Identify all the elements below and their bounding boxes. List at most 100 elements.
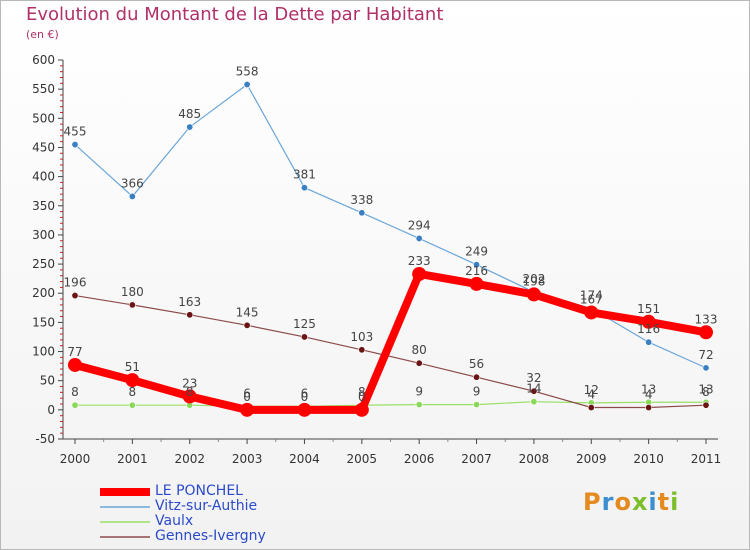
legend-swatch xyxy=(100,535,150,538)
y-tick-label: -50 xyxy=(35,432,55,446)
logo-letter: o xyxy=(614,488,632,516)
data-label: 216 xyxy=(465,264,488,278)
data-label: 0 xyxy=(358,390,366,404)
data-label: 163 xyxy=(178,295,201,309)
data-label: 13 xyxy=(641,382,656,396)
legend-swatch xyxy=(100,505,150,508)
data-label: 8 xyxy=(186,385,194,399)
data-point xyxy=(358,346,366,354)
logo-letter: x xyxy=(631,488,649,516)
data-point xyxy=(415,401,423,409)
y-tick-label: 300 xyxy=(32,228,55,242)
data-point xyxy=(473,373,481,381)
legend-label: Gennes-Ivergny xyxy=(155,528,266,544)
data-label: 8 xyxy=(71,385,79,399)
x-tick-label: 2007 xyxy=(461,452,492,466)
data-label: 77 xyxy=(67,345,82,359)
data-point xyxy=(587,404,595,412)
data-label: 485 xyxy=(178,107,201,121)
data-label: 233 xyxy=(408,254,431,268)
legend-item-le-ponchel: LE PONCHEL xyxy=(100,484,266,499)
data-label: 14 xyxy=(526,382,541,396)
data-point xyxy=(71,292,79,300)
y-tick-label: 200 xyxy=(32,286,55,300)
data-label: 0 xyxy=(301,390,309,404)
data-label: 6 xyxy=(243,386,251,400)
data-label: 6 xyxy=(301,386,309,400)
logo-letter: r xyxy=(601,488,615,516)
data-point xyxy=(128,301,136,309)
data-label: 151 xyxy=(637,302,660,316)
data-point xyxy=(641,314,656,329)
legend-swatch xyxy=(100,487,150,496)
data-point xyxy=(297,402,312,417)
data-point xyxy=(530,387,538,395)
data-point xyxy=(526,287,541,302)
data-label: 381 xyxy=(293,168,316,182)
legend-item-vaulx: Vaulx xyxy=(100,514,266,529)
data-label: 9 xyxy=(473,385,481,399)
data-point xyxy=(358,209,366,217)
legend-label: Vitz-sur-Authie xyxy=(155,498,258,514)
data-label: 12 xyxy=(584,383,599,397)
data-label: 72 xyxy=(698,348,713,362)
y-tick-label: 50 xyxy=(40,374,55,388)
y-tick-label: 350 xyxy=(32,199,55,213)
data-label: 51 xyxy=(125,360,140,374)
y-tick-label: 0 xyxy=(47,403,55,417)
data-label: 145 xyxy=(236,305,259,319)
data-label: 8 xyxy=(702,385,710,399)
chart-title: Evolution du Montant de la Dette par Hab… xyxy=(26,4,444,25)
x-tick-label: 2002 xyxy=(174,452,205,466)
x-tick-label: 2009 xyxy=(576,452,607,466)
data-point xyxy=(699,325,713,340)
data-point xyxy=(530,398,538,406)
y-tick-label: 550 xyxy=(32,82,55,96)
x-tick-label: 2006 xyxy=(404,452,435,466)
data-point xyxy=(645,338,653,346)
legend: LE PONCHEL Vitz-sur-Authie Vaulx Gennes-… xyxy=(100,484,266,544)
data-point xyxy=(243,80,251,88)
series-line-vitz-sur-authie xyxy=(74,83,707,369)
y-tick-label: 600 xyxy=(32,53,55,67)
data-point xyxy=(473,401,481,409)
logo-letter: i xyxy=(648,488,658,516)
data-point xyxy=(186,123,194,131)
x-tick-label: 2010 xyxy=(633,452,664,466)
data-point xyxy=(300,333,308,341)
y-tick-label: 150 xyxy=(32,315,55,329)
data-point xyxy=(415,234,423,242)
data-point xyxy=(128,192,136,200)
data-point xyxy=(300,184,308,192)
legend-swatch xyxy=(100,520,150,523)
data-point xyxy=(584,305,599,320)
data-label: 366 xyxy=(121,176,144,190)
data-point xyxy=(415,359,423,367)
data-label: 80 xyxy=(412,343,427,357)
data-label: 338 xyxy=(350,193,373,207)
data-point xyxy=(412,266,427,281)
data-label: 8 xyxy=(358,385,366,399)
data-point xyxy=(702,364,710,372)
data-label: 4 xyxy=(587,388,595,402)
data-label: 180 xyxy=(121,285,144,299)
data-label: 174 xyxy=(580,288,603,302)
data-point xyxy=(702,401,710,409)
data-point xyxy=(186,311,194,319)
y-tick-label: 450 xyxy=(32,140,55,154)
data-label: 9 xyxy=(415,385,423,399)
legend-item-vitz-sur-authie: Vitz-sur-Authie xyxy=(100,499,266,514)
data-point xyxy=(125,373,140,388)
data-label: 8 xyxy=(129,385,137,399)
series-line-gennes-ivergny xyxy=(74,294,707,409)
data-label: 133 xyxy=(695,312,718,326)
y-tick-label: 250 xyxy=(32,257,55,271)
data-point xyxy=(71,141,79,149)
data-point xyxy=(182,389,197,404)
y-tick-label: 500 xyxy=(32,111,55,125)
data-label: 56 xyxy=(469,357,484,371)
data-point xyxy=(71,401,79,409)
data-label: 558 xyxy=(236,64,259,78)
series-line-vaulx xyxy=(75,401,706,407)
